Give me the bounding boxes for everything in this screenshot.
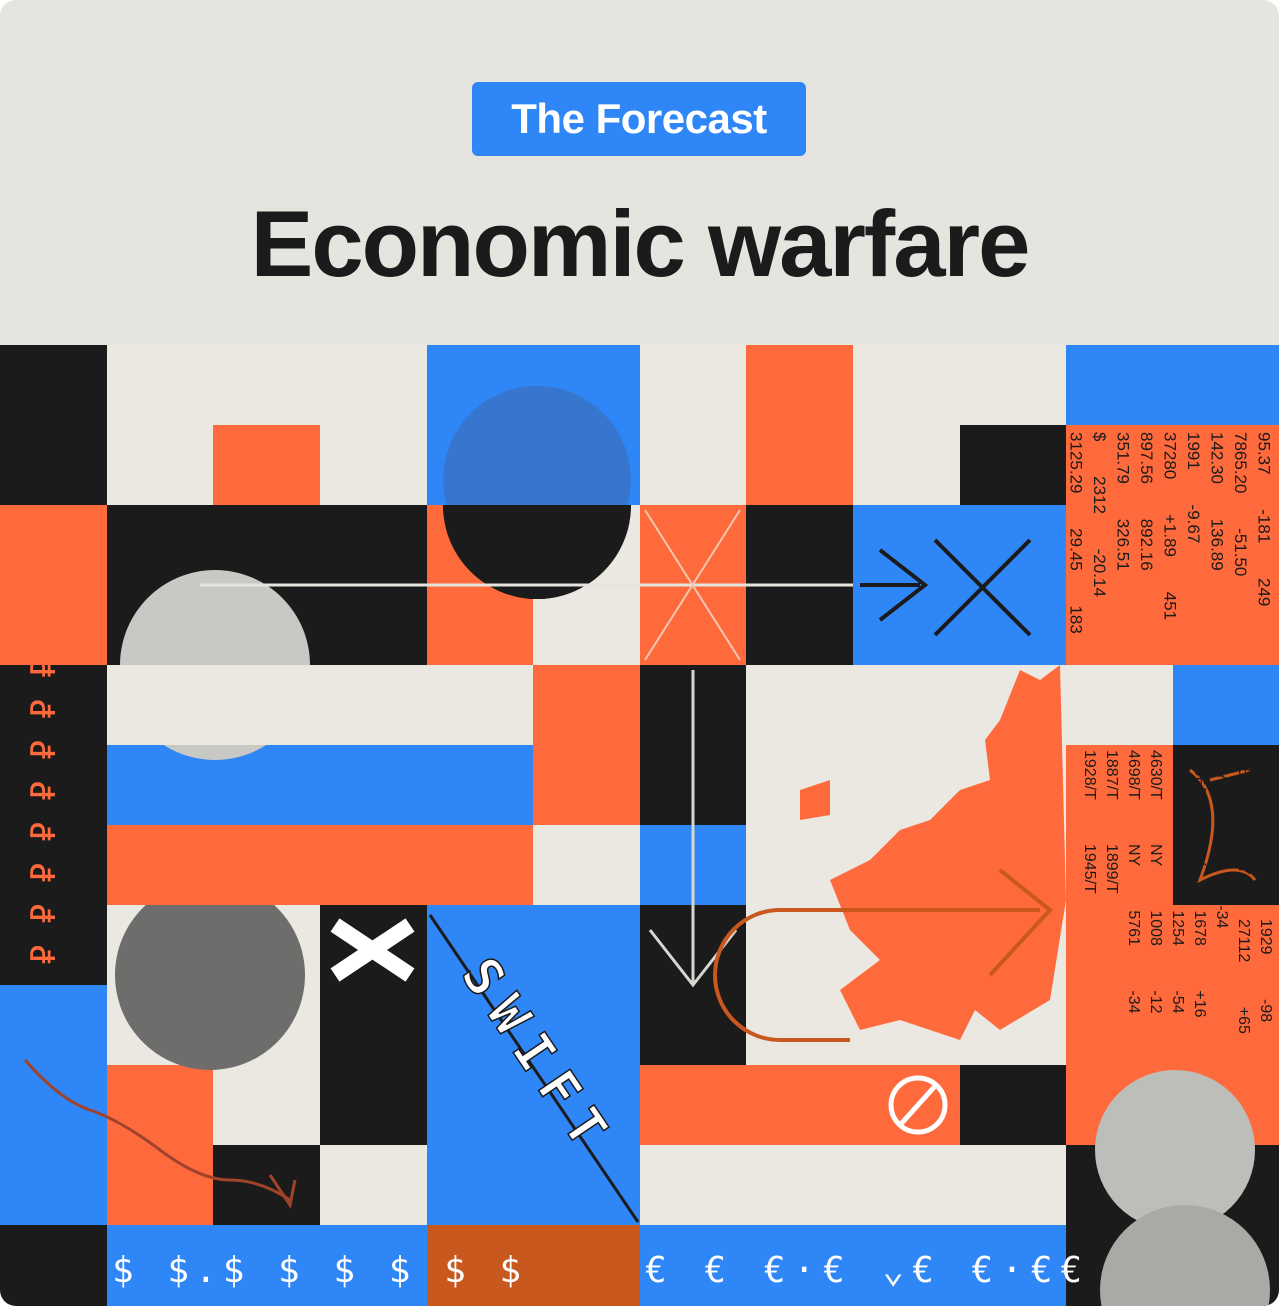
badge: The Forecast: [472, 82, 806, 156]
table-column: 2553/T TKY 27112 +65: [1235, 750, 1252, 1034]
table-column: 897.56 892.16: [1137, 432, 1156, 571]
table-column: TKY 1721 -34: [1213, 750, 1230, 929]
euro-strip: € € €·€ ⌄€ €·€€: [645, 1250, 1090, 1291]
table-column: 1928/T 1945/T: [1081, 750, 1098, 894]
table-column: 7865.20 -51.50: [1231, 432, 1250, 576]
dollar-strip: $ $.$ $ $ $ $ $: [112, 1250, 527, 1291]
table-column: 1991 -9.67: [1184, 432, 1203, 543]
table-column: 37280 +1.89 451: [1161, 432, 1180, 620]
table-column: 4630/T NY 1008 -12: [1147, 750, 1164, 1014]
decor: [23, 386, 1270, 1306]
table-column: 351.79 326.51: [1114, 432, 1133, 571]
table-column: 1887/T 1899/T: [1103, 750, 1120, 894]
title: Economic warfare: [250, 191, 1031, 296]
table-column: 142.30 136.89: [1208, 432, 1227, 571]
table-column: 3125.29 29.45 183: [1067, 432, 1086, 634]
table-column: 2541/T TKY 1929 -98: [1257, 750, 1274, 1022]
table-column: 95.37 -181 249: [1255, 432, 1274, 606]
table-column: $ 2312 -20.14: [1090, 432, 1109, 597]
table-column: 4602/T NY 1254 -54: [1169, 750, 1186, 1014]
ruble-strip: ₽ ₽ ₽ ₽ ₽ ₽ ₽ ₽ ₽ ₽ ₽: [24, 535, 64, 965]
table-column: 4596/T NY 1678 +16: [1191, 750, 1208, 1018]
table-column: 4698/T NY 5761 -34: [1125, 750, 1142, 1014]
